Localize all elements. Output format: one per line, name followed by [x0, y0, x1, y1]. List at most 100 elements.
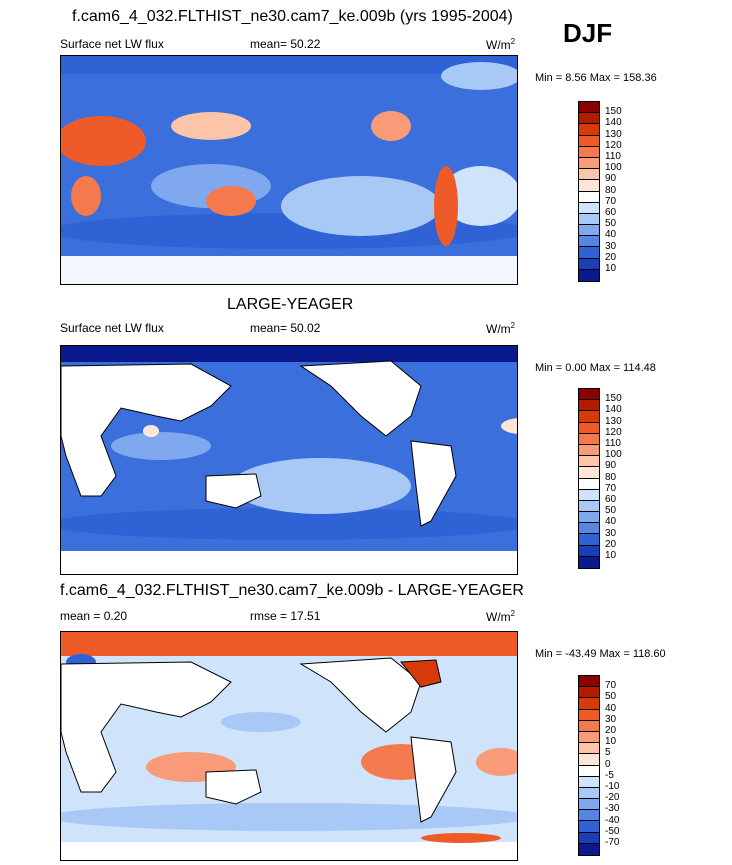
colorbar-tick-label: 140: [605, 404, 622, 416]
colorbar-swatch: [579, 202, 599, 214]
colorbar-swatch: [579, 687, 599, 699]
colorbar-swatch: [579, 400, 599, 412]
colorbar-swatch: [579, 169, 599, 181]
colorbar-tick-label: 40: [605, 702, 617, 714]
panel-2-map: [60, 345, 518, 575]
colorbar-swatch: [579, 765, 599, 777]
colorbar-swatch: [579, 456, 599, 468]
panel-2-units: W/m2: [486, 321, 516, 336]
panel-3-title: f.cam6_4_032.FLTHIST_ne30.cam7_ke.009b -…: [60, 582, 524, 599]
colorbar-swatch: [579, 720, 599, 732]
colorbar-swatch: [579, 709, 599, 721]
colorbar-swatch: [579, 556, 599, 568]
colorbar-tick-label: 10: [605, 736, 617, 748]
colorbar-tick-label: 20: [605, 725, 617, 736]
panel-3-map-field: [61, 632, 517, 860]
colorbar-tick-label: 50: [605, 691, 617, 703]
colorbar-swatch: [579, 146, 599, 158]
panel-1-map-field: [61, 56, 517, 284]
colorbar-tick-label: -5: [605, 769, 614, 781]
panel-1-mean: mean= 50.22: [250, 37, 321, 51]
colorbar-tick-label: 60: [605, 207, 617, 218]
colorbar-swatch: [579, 157, 599, 170]
colorbar-swatch: [579, 776, 599, 788]
panel-2-variable: Surface net LW flux: [60, 321, 164, 335]
colorbar-swatch: [579, 821, 599, 833]
colorbar-swatch: [579, 269, 599, 281]
colorbar-tick-label: 110: [605, 438, 621, 449]
colorbar-tick-label: 20: [605, 538, 617, 550]
colorbar-swatch: [579, 500, 599, 513]
panel-2-title: LARGE-YEAGER: [227, 296, 354, 313]
colorbar-tick-label: 70: [605, 680, 617, 692]
colorbar-tick-label: 5: [605, 747, 611, 759]
colorbar-swatch: [579, 843, 599, 855]
colorbar-swatch: [579, 523, 599, 535]
colorbar-tick-label: 90: [605, 173, 617, 185]
panel-3-colorbar: [578, 675, 600, 856]
colorbar-tick-label: 130: [605, 128, 622, 140]
colorbar-tick-label: 60: [605, 494, 617, 505]
colorbar-tick-label: 40: [605, 516, 617, 528]
panel-2-mean: mean= 50.02: [250, 321, 321, 335]
colorbar-swatch: [579, 799, 599, 811]
colorbar-swatch: [579, 180, 599, 192]
colorbar-swatch: [579, 213, 599, 226]
colorbar-swatch: [579, 754, 599, 766]
colorbar-swatch: [579, 810, 599, 822]
panel-2-minmax: Min = 0.00 Max = 114.48: [535, 362, 656, 374]
colorbar-swatch: [579, 236, 599, 248]
colorbar-tick-label: 150: [605, 393, 622, 405]
colorbar-swatch: [579, 467, 599, 479]
season-label: DJF: [563, 18, 613, 48]
colorbar-swatch: [579, 433, 599, 445]
colorbar-tick-label: 80: [605, 184, 617, 196]
colorbar-swatch: [579, 258, 599, 270]
colorbar-swatch: [579, 247, 599, 259]
colorbar-tick-label: 140: [605, 117, 622, 129]
colorbar-tick-label: 90: [605, 460, 617, 472]
colorbar-tick-label: 30: [605, 240, 617, 252]
panel-3-rmse: rmse = 17.51: [250, 609, 321, 623]
panel-3-map: [60, 631, 518, 861]
colorbar-tick-label: 70: [605, 195, 617, 207]
colorbar-tick-label: 20: [605, 251, 617, 263]
colorbar-tick-label: -50: [605, 825, 620, 837]
panel-1-units: W/m2: [486, 37, 516, 52]
panel-2-map-field: [61, 346, 517, 574]
colorbar-tick-label: 100: [605, 449, 622, 461]
colorbar-tick-label: -30: [605, 803, 620, 815]
colorbar-tick-label: -20: [605, 792, 620, 804]
colorbar-tick-label: 130: [605, 415, 622, 427]
colorbar-tick-label: 70: [605, 482, 617, 494]
colorbar-tick-label: 50: [605, 218, 617, 230]
colorbar-tick-label: -10: [605, 781, 620, 792]
colorbar-tick-label: -70: [605, 837, 620, 848]
panel-3-minmax: Min = -43.49 Max = 118.60: [535, 648, 666, 660]
panel-3-units: W/m2: [486, 609, 516, 624]
colorbar-tick-label: 30: [605, 527, 617, 539]
colorbar-tick-label: 50: [605, 505, 617, 517]
colorbar-swatch: [579, 478, 599, 490]
colorbar-swatch: [579, 743, 599, 755]
colorbar-tick-label: 120: [605, 426, 622, 438]
colorbar-swatch: [579, 113, 599, 125]
panel-2-colorbar: [578, 388, 600, 569]
colorbar-swatch: [579, 389, 599, 401]
colorbar-swatch: [579, 698, 599, 710]
colorbar-swatch: [579, 124, 599, 136]
panel-1-title: f.cam6_4_032.FLTHIST_ne30.cam7_ke.009b (…: [72, 8, 513, 25]
colorbar-swatch: [579, 787, 599, 800]
colorbar-swatch: [579, 489, 599, 501]
panel-1-colorbar: [578, 101, 600, 282]
colorbar-swatch: [579, 411, 599, 423]
colorbar-swatch: [579, 135, 599, 147]
colorbar-swatch: [579, 225, 599, 237]
colorbar-tick-label: 30: [605, 713, 617, 725]
colorbar-swatch: [579, 676, 599, 688]
colorbar-tick-label: 0: [605, 758, 611, 770]
colorbar-tick-label: 120: [605, 139, 622, 151]
colorbar-swatch: [579, 444, 599, 457]
colorbar-swatch: [579, 422, 599, 434]
panel-3-mean: mean = 0.20: [60, 609, 128, 623]
